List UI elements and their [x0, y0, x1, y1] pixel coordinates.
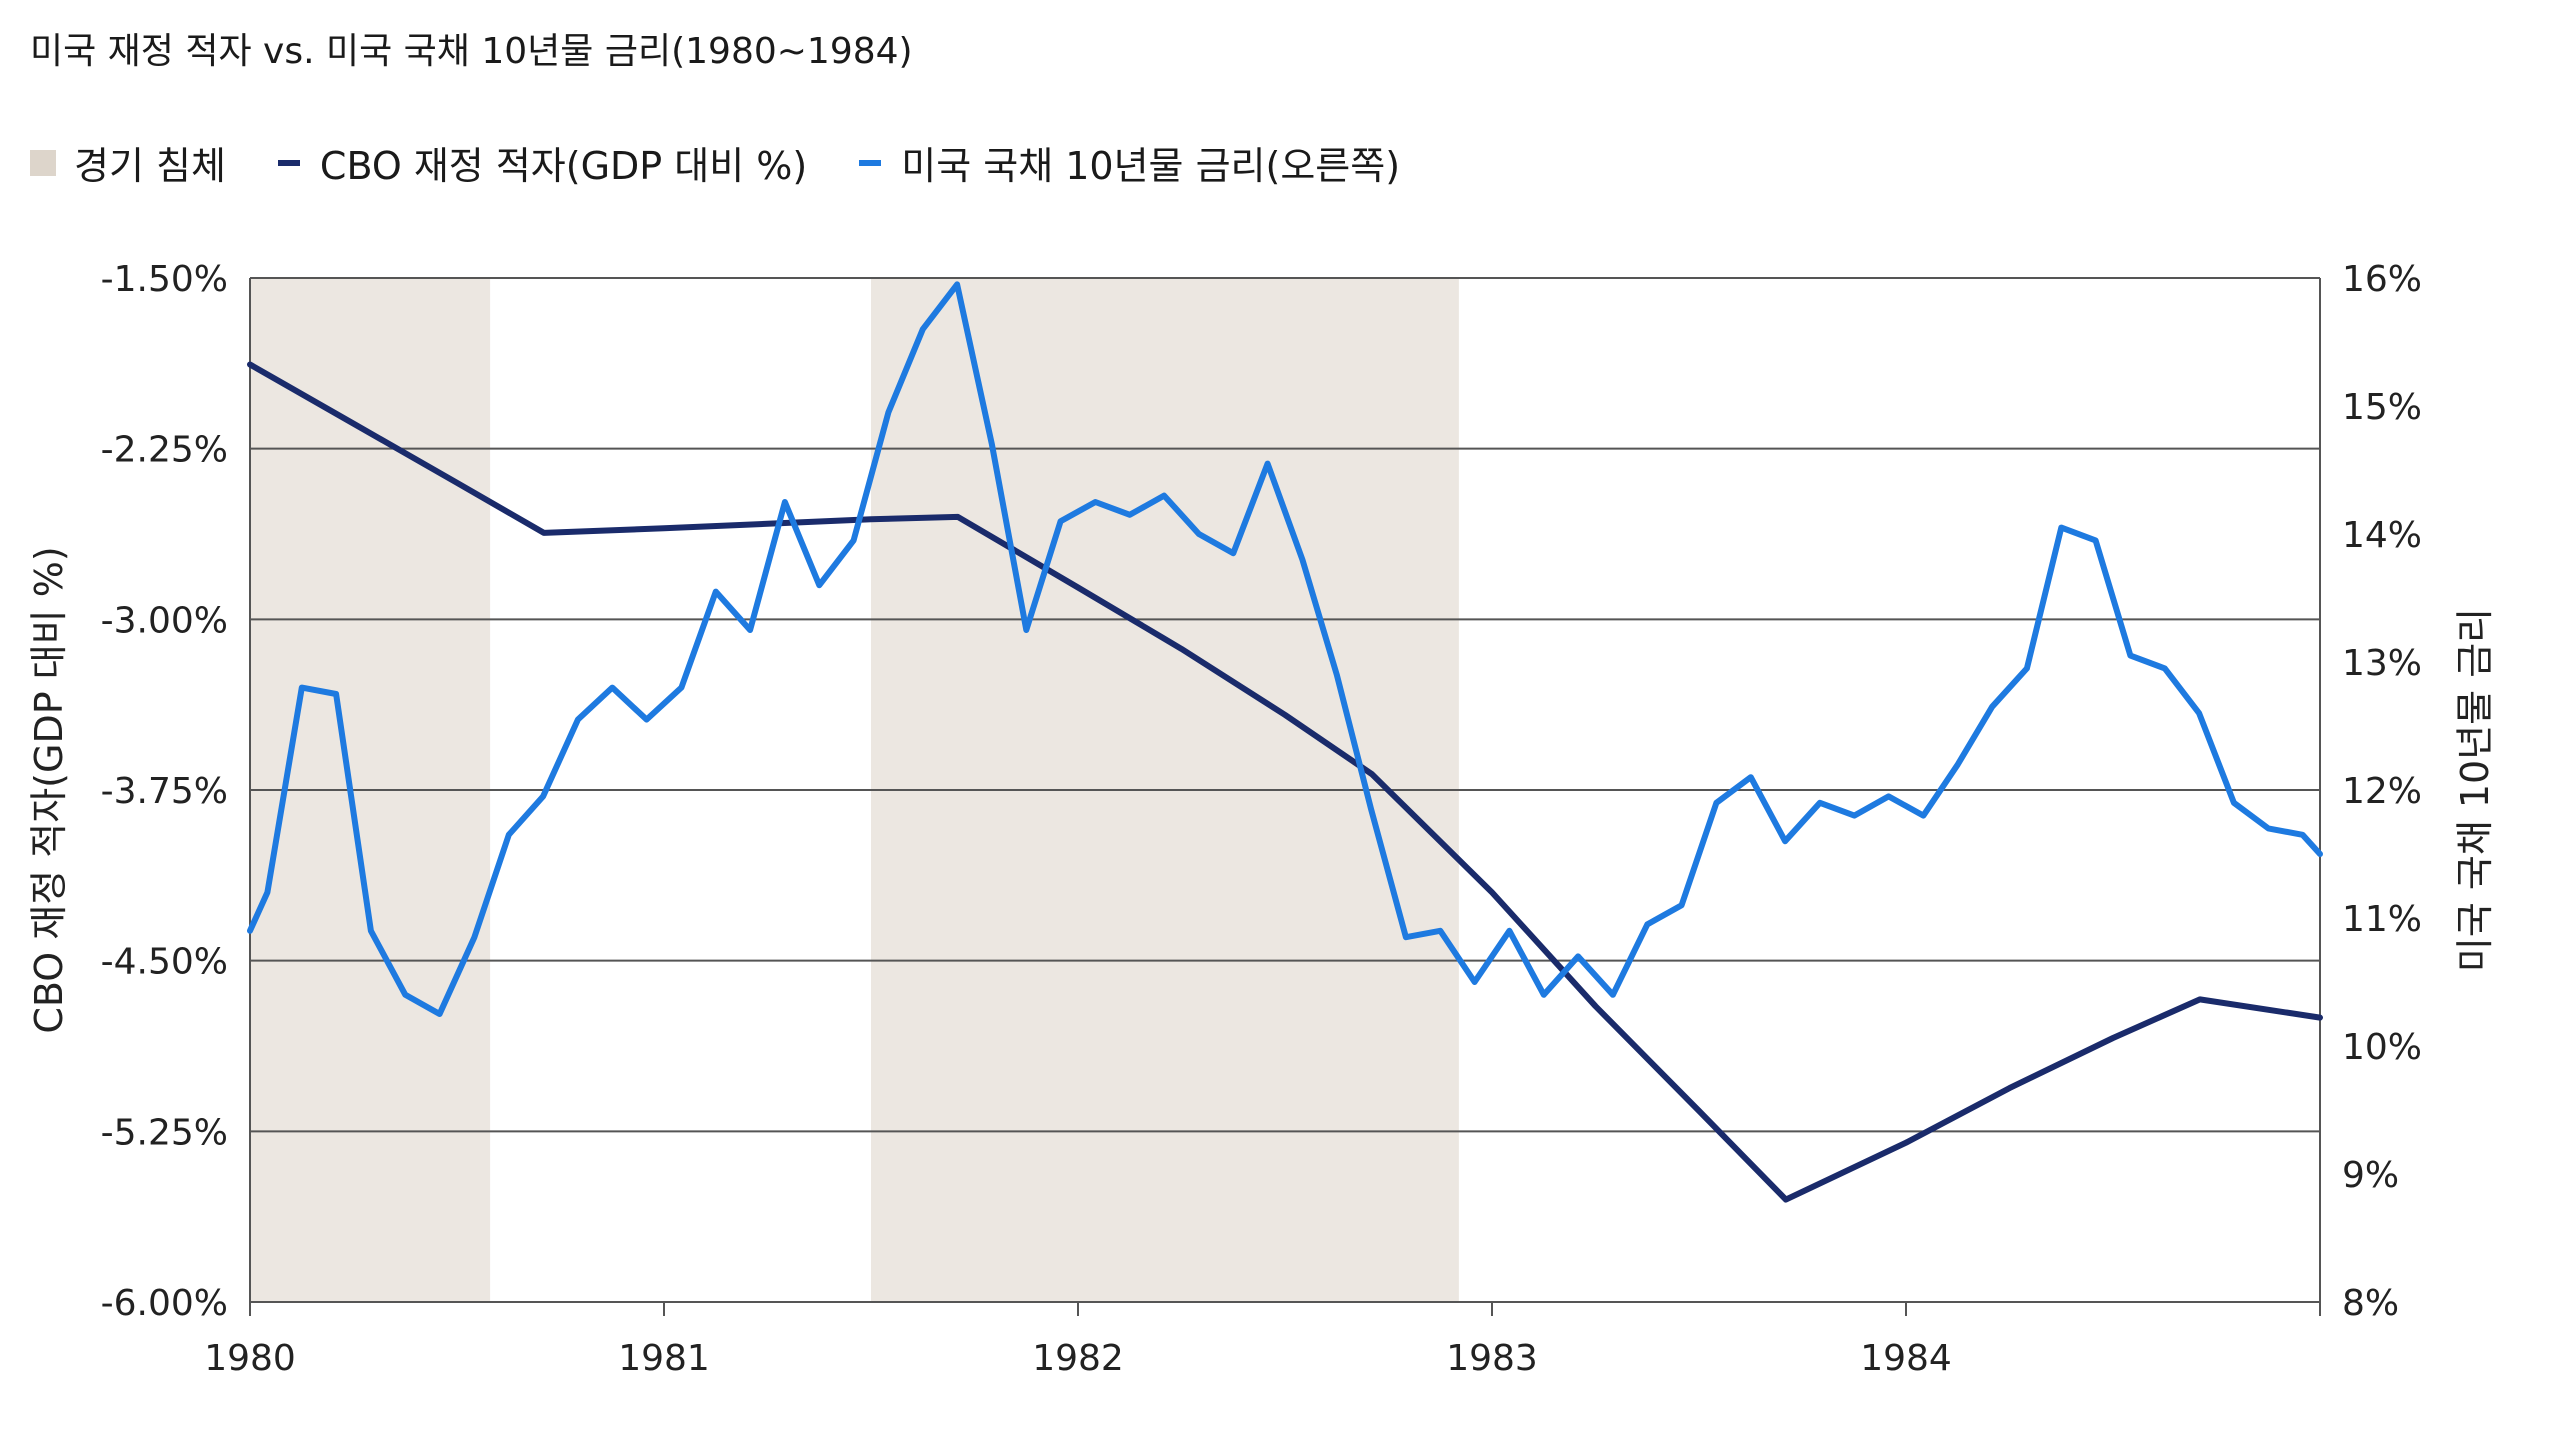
x-tick-label: 1980 — [204, 1338, 296, 1379]
x-tick-label: 1981 — [618, 1338, 710, 1379]
right-tick-label: 13% — [2342, 643, 2422, 684]
left-tick-label: -2.25% — [101, 430, 228, 471]
deficit-series-line — [247, 361, 2323, 1203]
x-tick-label: 1983 — [1446, 1338, 1538, 1379]
legend-label-yield: 미국 국채 10년물 금리(오른쪽) — [901, 144, 1401, 188]
left-tick-label: -3.75% — [101, 771, 228, 812]
recession-swatch-icon — [30, 149, 56, 176]
left-tick-label: -5.25% — [101, 1112, 228, 1153]
legend-label-recession: 경기 침체 — [74, 144, 226, 188]
deficit-line-swatch-icon — [277, 159, 300, 166]
right-tick-label: 12% — [2342, 771, 2422, 812]
left-tick-label: -1.50% — [101, 259, 228, 300]
legend-label-deficit: CBO 재정 적자(GDP 대비 %) — [319, 144, 808, 188]
right-tick-label: 16% — [2342, 259, 2422, 300]
legend-item-recession: 경기 침체 — [30, 135, 226, 190]
right-axis-title: 미국 국채 10년물 금리 — [2453, 608, 2497, 972]
right-tick-label: 10% — [2342, 1027, 2422, 1068]
right-tick-label: 15% — [2342, 387, 2422, 428]
right-tick-label: 11% — [2342, 899, 2422, 940]
right-tick-label: 9% — [2342, 1155, 2399, 1196]
right-tick-label: 8% — [2342, 1283, 2399, 1324]
legend-item-yield: 미국 국채 10년물 금리(오른쪽) — [859, 135, 1400, 190]
left-tick-label: -6.00% — [101, 1283, 228, 1324]
x-tick-label: 1982 — [1032, 1338, 1124, 1379]
right-tick-label: 14% — [2342, 515, 2422, 556]
left-axis-title: CBO 재정 적자(GDP 대비 %) — [27, 546, 71, 1033]
left-tick-label: -4.50% — [101, 942, 228, 983]
chart-title: 미국 재정 적자 vs. 미국 국채 10년물 금리(1980~1984) — [30, 31, 913, 72]
chart-legend: 경기 침체 CBO 재정 적자(GDP 대비 %) 미국 국채 10년물 금리(… — [30, 135, 1452, 190]
left-tick-label: -3.00% — [101, 600, 228, 641]
x-tick-label: 1984 — [1860, 1338, 1952, 1379]
yield-line-swatch-icon — [859, 159, 882, 166]
yield-series-line — [247, 281, 2323, 1017]
legend-item-deficit: CBO 재정 적자(GDP 대비 %) — [277, 135, 808, 190]
